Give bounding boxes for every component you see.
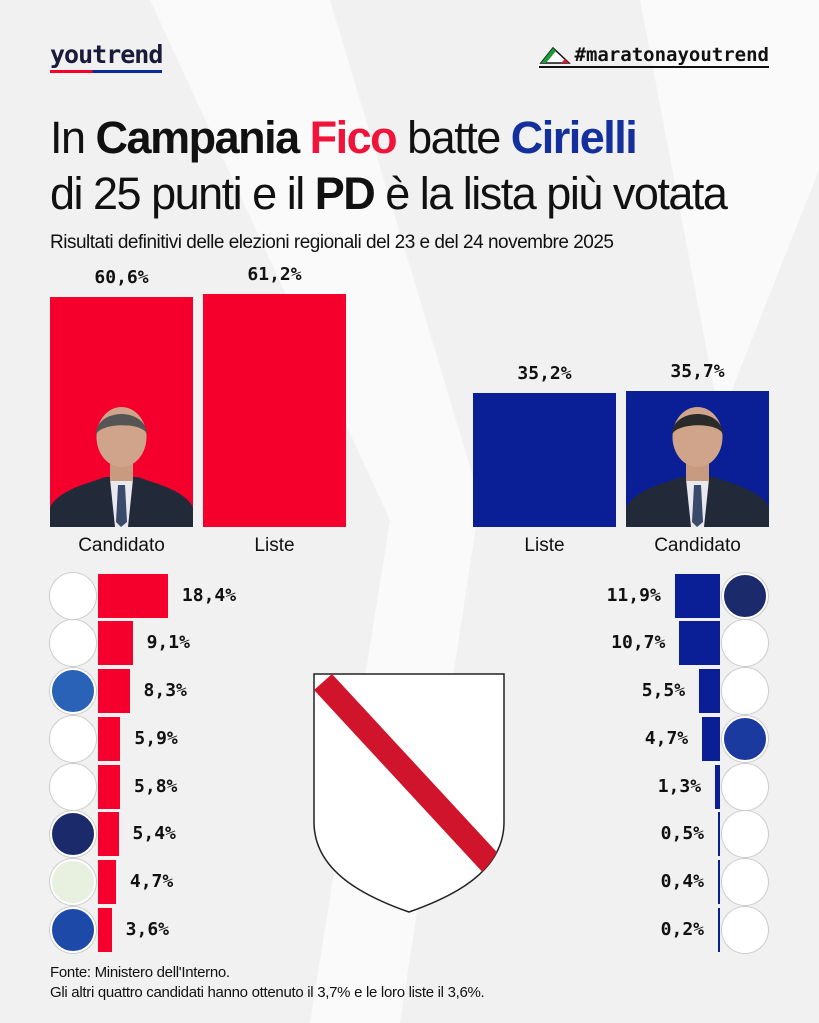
list-bar: [98, 812, 119, 856]
list-bar-value: 11,9%: [606, 585, 661, 606]
party-logo: [722, 620, 768, 666]
list-bar-value: 18,4%: [181, 585, 237, 606]
list-bar-value: 4,7%: [644, 728, 689, 749]
list-bar-value: 9,1%: [146, 632, 190, 653]
list-bar: [718, 860, 720, 904]
list-bar: [98, 717, 121, 761]
list-bar: [679, 621, 720, 665]
fico-photo: [50, 407, 193, 527]
list-bar: [98, 908, 112, 952]
list-bar-value: 8,3%: [143, 680, 187, 701]
party-logo: [722, 716, 768, 762]
party-logo: [50, 859, 96, 905]
list-bar: [715, 765, 720, 809]
list-bar-value: 0,2%: [660, 919, 704, 940]
source-note: Fonte: Ministero dell'Interno.: [50, 964, 230, 981]
big-bar-category: Candidato: [654, 535, 741, 556]
youtrend-logo: youtrend: [50, 40, 163, 73]
cirielli-photo: [626, 407, 769, 527]
list-bar: [702, 717, 720, 761]
list-bar: [674, 574, 720, 618]
party-logo: [722, 859, 768, 905]
list-bar: [718, 812, 720, 856]
big-bar-category: Liste: [254, 535, 295, 556]
list-bar: [699, 669, 720, 713]
party-logo: [50, 716, 96, 762]
list-bar: [718, 908, 720, 952]
big-bar-category: Candidato: [78, 535, 165, 556]
big-bar-value: 61,2%: [247, 264, 302, 286]
page-title: In Campania Fico batte Cirielli di 25 pu…: [50, 112, 728, 219]
list-bar: [98, 574, 168, 618]
subtitle: Risultati definitivi delle elezioni regi…: [50, 232, 614, 253]
big-bar-liste: [203, 294, 346, 527]
big-bar-liste: [473, 393, 616, 527]
list-bar: [98, 765, 121, 809]
list-bar-value: 5,9%: [134, 728, 178, 749]
party-logo: [722, 764, 768, 810]
list-bar-value: 5,8%: [134, 776, 178, 797]
list-bar-value: 0,5%: [660, 823, 704, 844]
list-bar: [98, 621, 133, 665]
party-logo: [722, 668, 768, 714]
list-bar-value: 0,4%: [660, 871, 704, 892]
party-logo: [722, 573, 768, 619]
big-bar-category: Liste: [524, 535, 565, 556]
big-bar-value: 35,7%: [670, 361, 725, 383]
big-bar-value: 35,2%: [517, 363, 572, 385]
party-logo: [50, 764, 96, 810]
list-bar-value: 1,3%: [657, 776, 702, 797]
italian-flag-icon: [538, 46, 571, 64]
list-bar-value: 3,6%: [125, 919, 170, 940]
big-bar-value: 60,6%: [94, 266, 149, 288]
party-logo: [50, 573, 96, 619]
campania-coat-of-arms: [313, 673, 505, 913]
party-logo: [722, 811, 768, 857]
list-bar-value: 10,7%: [611, 632, 666, 653]
party-logo: [50, 811, 96, 857]
footer: Fonte: Ministero dell'Interno. Gli altri…: [50, 963, 485, 1003]
party-logo: [50, 907, 96, 953]
list-bar-value: 4,7%: [129, 871, 174, 892]
list-bar: [98, 669, 130, 713]
other-candidates-note: Gli altri quattro candidati hanno ottenu…: [50, 984, 485, 1001]
party-logo: [50, 668, 96, 714]
hashtag: #maratonayoutrend: [538, 44, 769, 68]
list-bar-value: 5,4%: [132, 823, 176, 844]
party-logo: [50, 620, 96, 666]
party-logo: [722, 907, 768, 953]
list-bar-value: 5,5%: [641, 680, 686, 701]
list-bar: [98, 860, 116, 904]
